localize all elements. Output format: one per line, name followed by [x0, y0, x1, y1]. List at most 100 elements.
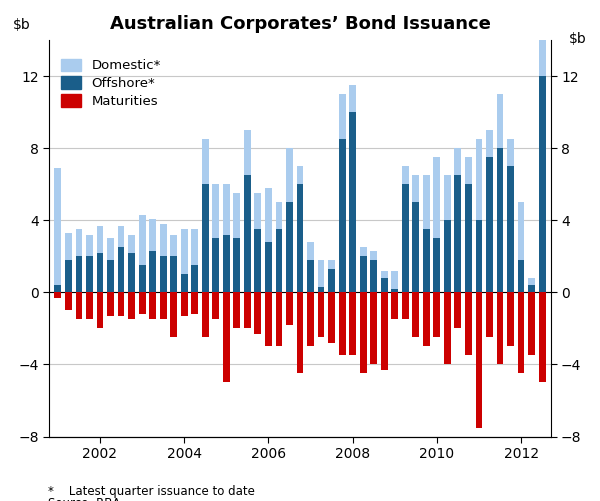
Bar [97, 293, 103, 329]
Bar [97, 226, 103, 253]
Bar [507, 293, 514, 346]
Bar [497, 94, 503, 148]
Y-axis label: $b: $b [569, 32, 587, 46]
Bar [191, 293, 198, 314]
Title: Australian Corporates’ Bond Issuance: Australian Corporates’ Bond Issuance [110, 15, 490, 33]
Bar [181, 275, 188, 293]
Bar [518, 202, 524, 260]
Bar [202, 139, 209, 184]
Bar [476, 220, 482, 293]
Bar [170, 234, 177, 257]
Bar [86, 234, 93, 257]
Bar [454, 175, 461, 293]
Bar [76, 293, 82, 320]
Bar [160, 224, 167, 257]
Bar [254, 193, 262, 229]
Bar [444, 175, 451, 220]
Bar [539, 31, 545, 76]
Bar [286, 293, 293, 325]
Bar [465, 157, 472, 184]
Bar [528, 285, 535, 293]
Bar [507, 139, 514, 166]
Bar [307, 260, 314, 293]
Bar [191, 229, 198, 266]
Bar [107, 260, 114, 293]
Bar [433, 238, 440, 293]
Bar [55, 293, 61, 298]
Bar [286, 202, 293, 293]
Bar [412, 293, 419, 338]
Bar [539, 76, 545, 293]
Bar [296, 293, 304, 373]
Bar [107, 293, 114, 316]
Bar [202, 293, 209, 338]
Bar [139, 293, 146, 314]
Bar [55, 285, 61, 293]
Bar [317, 293, 325, 338]
Bar [476, 139, 482, 220]
Bar [391, 289, 398, 293]
Bar [328, 293, 335, 343]
Bar [370, 251, 377, 260]
Bar [149, 293, 156, 320]
Bar [191, 266, 198, 293]
Bar [402, 184, 409, 293]
Bar [381, 278, 388, 293]
Bar [338, 94, 346, 139]
Bar [360, 257, 367, 293]
Bar [528, 293, 535, 355]
Bar [423, 175, 430, 229]
Bar [149, 251, 156, 293]
Bar [539, 293, 545, 382]
Bar [360, 293, 367, 373]
Bar [65, 233, 72, 260]
Bar [518, 293, 524, 373]
Bar [518, 260, 524, 293]
Bar [254, 293, 262, 334]
Bar [76, 229, 82, 257]
Bar [412, 202, 419, 293]
Bar [139, 266, 146, 293]
Bar [244, 293, 251, 329]
Bar [233, 193, 240, 238]
Bar [170, 257, 177, 293]
Bar [286, 148, 293, 202]
Bar [391, 271, 398, 289]
Bar [338, 293, 346, 355]
Bar [444, 293, 451, 364]
Bar [486, 130, 493, 157]
Bar [254, 229, 262, 293]
Bar [202, 184, 209, 293]
Bar [328, 260, 335, 269]
Bar [476, 293, 482, 427]
Bar [275, 229, 283, 293]
Bar [296, 184, 304, 293]
Bar [433, 293, 440, 338]
Bar [128, 234, 135, 253]
Text: *    Latest quarter issuance to date: * Latest quarter issuance to date [48, 485, 255, 498]
Bar [349, 85, 356, 112]
Bar [212, 293, 219, 320]
Bar [307, 293, 314, 346]
Bar [160, 293, 167, 320]
Bar [507, 166, 514, 293]
Bar [307, 242, 314, 260]
Bar [275, 293, 283, 346]
Bar [433, 157, 440, 238]
Bar [423, 229, 430, 293]
Legend: Domestic*, Offshore*, Maturities: Domestic*, Offshore*, Maturities [61, 59, 161, 108]
Bar [118, 226, 124, 247]
Bar [486, 293, 493, 338]
Bar [296, 166, 304, 184]
Bar [160, 257, 167, 293]
Bar [128, 293, 135, 320]
Bar [149, 218, 156, 251]
Bar [370, 260, 377, 293]
Bar [65, 260, 72, 293]
Bar [381, 271, 388, 278]
Bar [86, 293, 93, 320]
Bar [107, 238, 114, 260]
Bar [402, 166, 409, 184]
Bar [65, 293, 72, 311]
Bar [265, 293, 272, 346]
